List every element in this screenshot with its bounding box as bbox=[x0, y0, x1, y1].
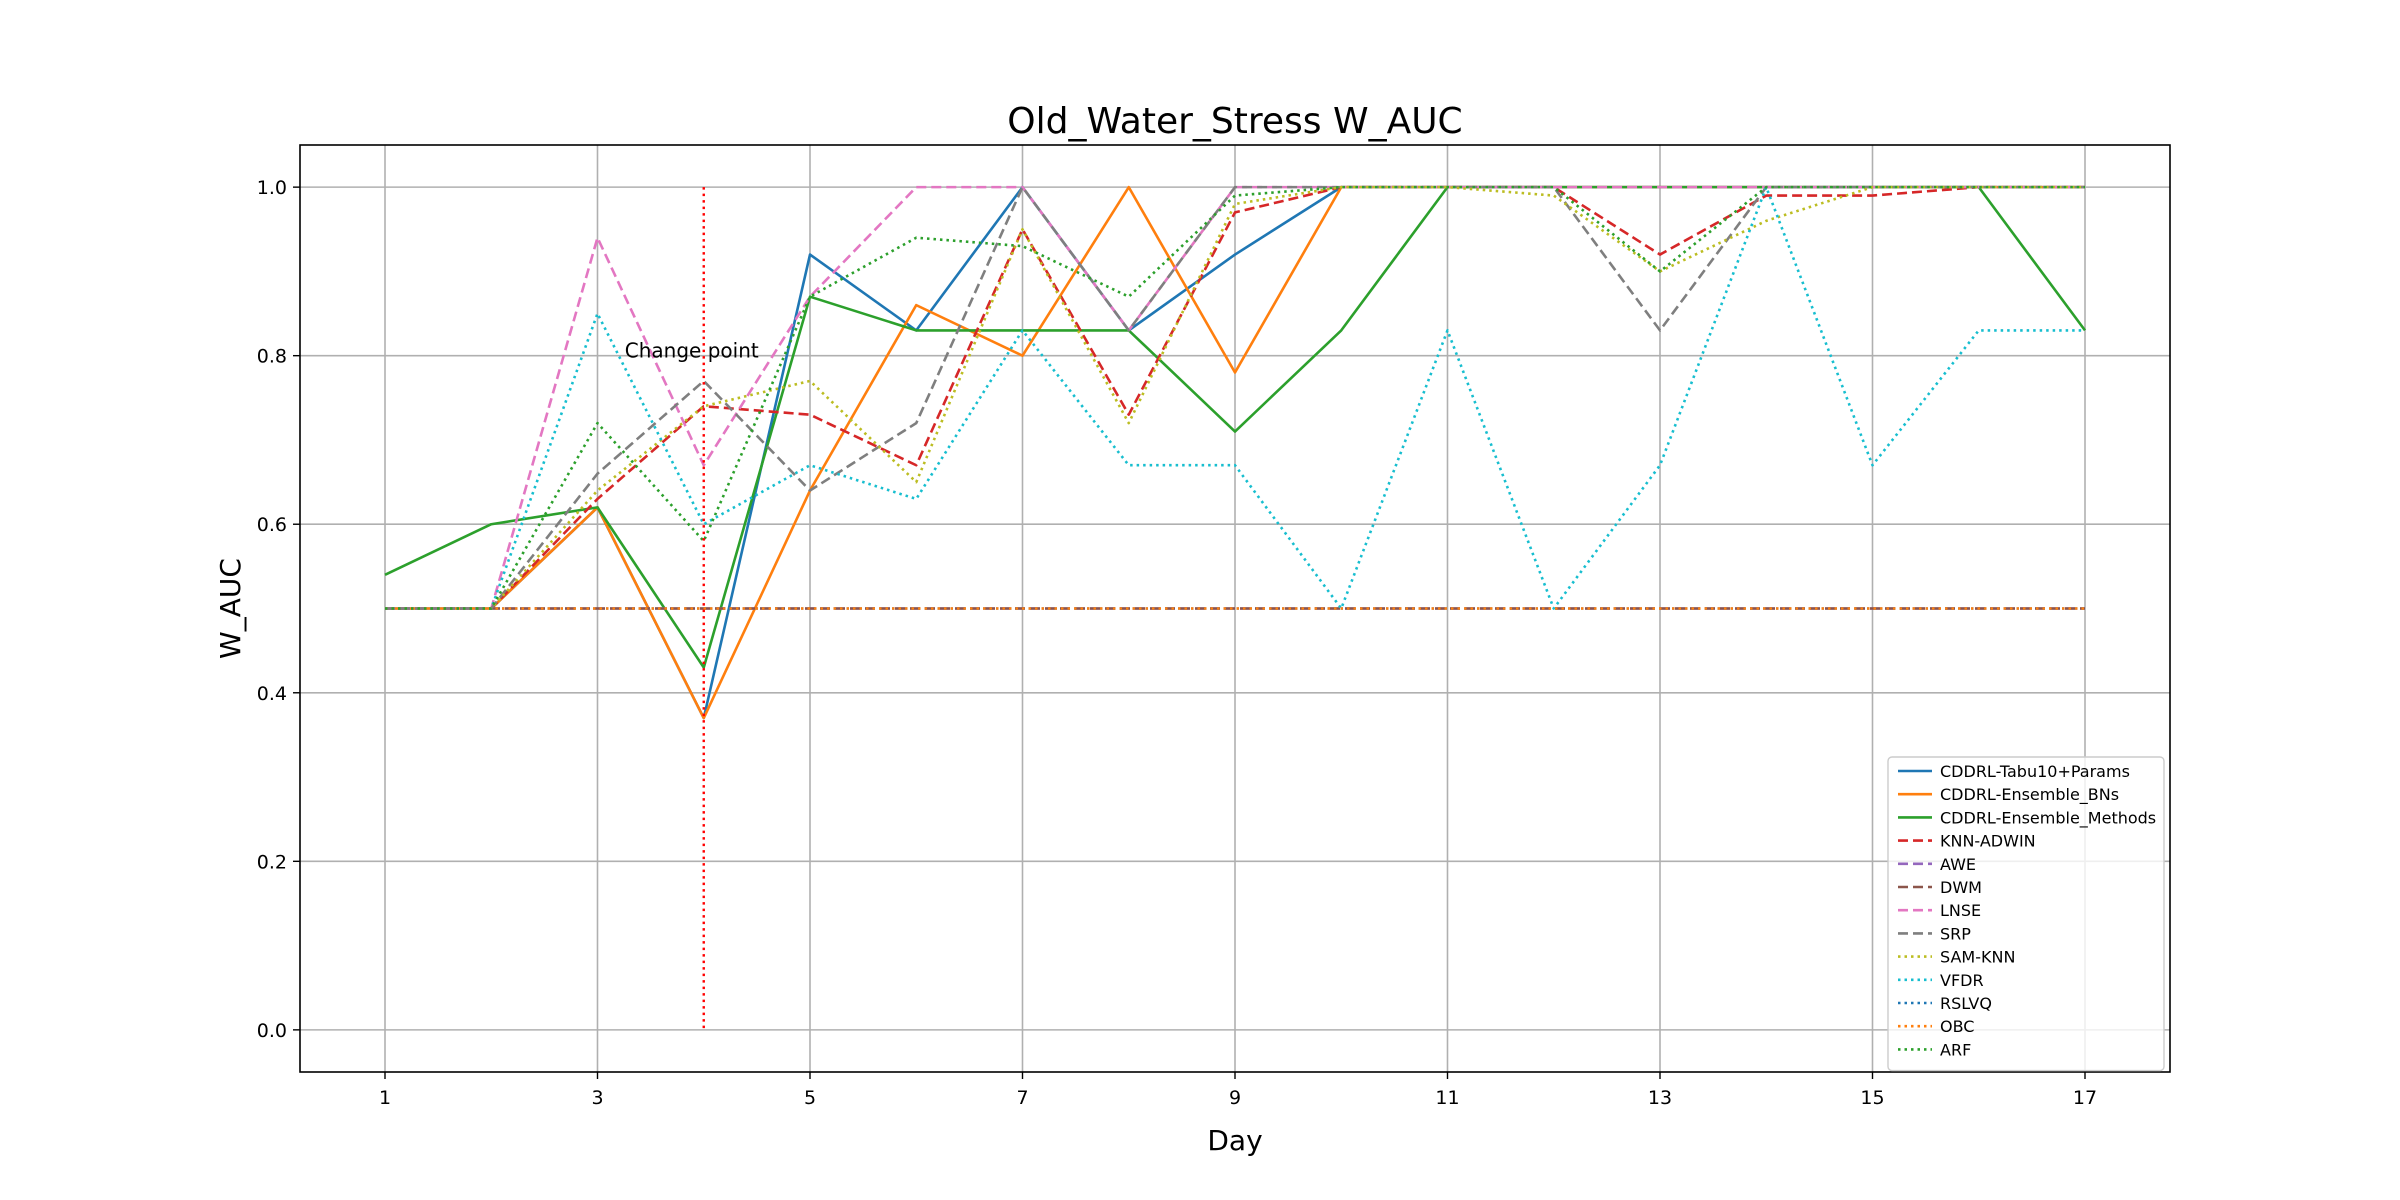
legend-label: ARF bbox=[1940, 1040, 1971, 1059]
legend: CDDRL-Tabu10+Params CDDRL-Ensemble_BNs CDD… bbox=[1887, 756, 2165, 1072]
legend-label: SRP bbox=[1940, 924, 1971, 943]
series-line-lnse bbox=[385, 185, 2085, 610]
x-axis-label: Day bbox=[1207, 1124, 1262, 1157]
legend-box bbox=[1887, 756, 2165, 1072]
y-tick-label: 0.2 bbox=[257, 851, 287, 873]
chart-title: Old_Water_Stress W_AUC bbox=[1007, 101, 1462, 142]
y-axis-label: W_AUC bbox=[214, 558, 247, 659]
legend-label: OBC bbox=[1940, 1017, 1974, 1036]
y-tick-label: 0.4 bbox=[257, 683, 287, 705]
annotation-layer: Change point bbox=[625, 187, 759, 1030]
x-tick-label: 15 bbox=[1860, 1087, 1884, 1109]
series-line-knn-adwin bbox=[385, 185, 2085, 610]
legend-label: LNSE bbox=[1940, 901, 1981, 920]
x-tick-label: 5 bbox=[804, 1087, 816, 1109]
change-point-label: Change point bbox=[625, 339, 759, 363]
legend-label: DWM bbox=[1940, 878, 1982, 897]
x-tick-label: 17 bbox=[2073, 1087, 2097, 1109]
series-line-srp bbox=[385, 185, 2085, 610]
series-layer bbox=[384, 185, 2087, 720]
legend-label: CDDRL-Ensemble_Methods bbox=[1940, 808, 2156, 828]
legend-label: CDDRL-Ensemble_BNs bbox=[1940, 785, 2119, 805]
legend-label: RSLVQ bbox=[1940, 994, 1992, 1013]
legend-label: SAM-KNN bbox=[1940, 948, 2015, 967]
x-tick-label: 9 bbox=[1229, 1087, 1241, 1109]
x-tick-label: 1 bbox=[379, 1087, 391, 1109]
x-tick-label: 7 bbox=[1016, 1087, 1028, 1109]
series-line-vfdr bbox=[385, 185, 2085, 610]
x-tick-label: 11 bbox=[1435, 1087, 1459, 1109]
legend-label: CDDRL-Tabu10+Params bbox=[1940, 762, 2130, 781]
x-tick-label: 13 bbox=[1648, 1087, 1672, 1109]
legend-label: VFDR bbox=[1940, 971, 1984, 990]
legend-label: KNN-ADWIN bbox=[1940, 832, 2036, 851]
legend-label: AWE bbox=[1940, 855, 1976, 874]
ticks: 1 3 5 7 9 11 13 15 170.00.20.40.60.81.0 bbox=[257, 177, 2097, 1109]
y-tick-label: 1.0 bbox=[257, 177, 287, 199]
x-tick-label: 3 bbox=[591, 1087, 603, 1109]
y-tick-label: 0.6 bbox=[257, 514, 287, 536]
y-tick-label: 0.0 bbox=[257, 1020, 287, 1042]
y-tick-label: 0.8 bbox=[257, 346, 287, 368]
